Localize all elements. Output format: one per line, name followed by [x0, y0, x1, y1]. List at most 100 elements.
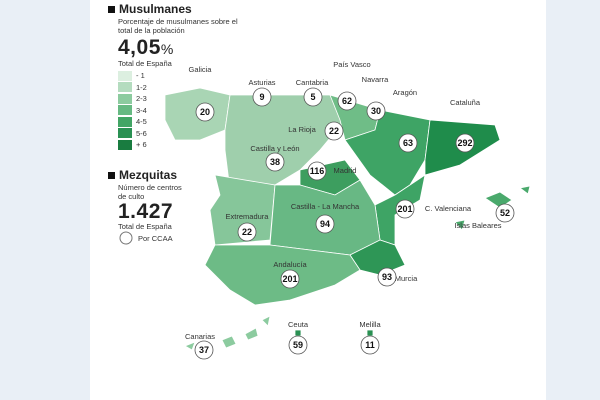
mosque-count: 20 [200, 107, 210, 117]
mosque-badge [377, 267, 397, 287]
region-name: Andalucía [273, 260, 307, 269]
muslims-total: 4,05% [118, 36, 174, 60]
region-name: Aragón [393, 88, 417, 97]
region-name: Castilla - La Mancha [291, 202, 360, 211]
mosque-badge [398, 133, 418, 153]
mosque-badge [395, 199, 415, 219]
legend-label: 3-4 [136, 105, 147, 115]
legend-item: + 6 [118, 139, 147, 151]
mosque-badge [252, 87, 272, 107]
muslims-total-label: Total de España [118, 59, 172, 68]
region-shape [244, 327, 259, 341]
legend-swatch [118, 128, 132, 139]
legend-item: - 1 [118, 70, 147, 82]
region-name: Ceuta [288, 320, 309, 329]
mosque-badge [455, 133, 475, 153]
legend-item: 2-3 [118, 93, 147, 105]
mosque-badge [360, 335, 380, 355]
legend-label: 2-3 [136, 94, 147, 104]
legend-item: 4-5 [118, 116, 147, 128]
legend-swatch [118, 93, 132, 104]
mosque-count: 22 [329, 126, 339, 136]
legend-label: 5-6 [136, 128, 147, 138]
region-shape [221, 335, 237, 349]
mosque-badge [265, 152, 285, 172]
mosque-count: 201 [282, 274, 297, 284]
mosque-badge [194, 340, 214, 360]
legend-swatch [118, 70, 132, 81]
region-name: Asturias [248, 78, 275, 87]
mosque-badge [280, 269, 300, 289]
region-name: Cataluña [450, 98, 481, 107]
region-shape [294, 329, 302, 337]
mosque-badge [315, 214, 335, 234]
mosque-count: 292 [457, 138, 472, 148]
region-shape [519, 185, 531, 195]
mosque-count: 11 [365, 340, 375, 350]
legend-label: 1-2 [136, 82, 147, 92]
legend-item: 3-4 [118, 105, 147, 117]
legend-item: 1-2 [118, 82, 147, 94]
mosque-badge [288, 335, 308, 355]
legend-label: + 6 [136, 140, 147, 150]
mosque-count: 9 [259, 92, 264, 102]
mosque-count: 52 [500, 208, 510, 218]
legend-swatch [118, 105, 132, 116]
total-value: 4,05 [118, 36, 161, 59]
region-name: Castilla y León [250, 144, 299, 153]
mosques-total: 1.427 [118, 200, 174, 223]
region-shape [454, 219, 466, 231]
region-name: Canarias [185, 332, 215, 341]
mosque-count: 59 [293, 340, 303, 350]
mosque-badge [307, 161, 327, 181]
region-name: Islas Baleares [454, 221, 501, 230]
total-unit: % [160, 41, 174, 57]
region-name: Murcia [395, 274, 418, 283]
mosques-title: Mezquitas [108, 168, 177, 182]
region-shape [261, 315, 271, 327]
region-name: Galicia [189, 65, 213, 74]
mosque-count: 62 [342, 96, 352, 106]
mosque-count: 37 [199, 345, 209, 355]
mosques-total-label: Total de España [118, 222, 172, 231]
mosque-count: 116 [310, 166, 325, 176]
legend-item: 5-6 [118, 128, 147, 140]
mosque-count: 94 [320, 219, 330, 229]
mosque-count: 201 [397, 204, 412, 214]
region-name: Madrid [334, 166, 357, 175]
mosque-badge [366, 101, 386, 121]
region-shape [366, 329, 374, 337]
legend-swatch [118, 82, 132, 93]
mosque-badge [303, 87, 323, 107]
regions-shapes [164, 87, 531, 351]
region-name: Melilla [359, 320, 381, 329]
region-name: Navarra [362, 75, 390, 84]
muslims-title: Musulmanes [108, 2, 192, 16]
mosque-count: 38 [270, 157, 280, 167]
mosque-badge [195, 102, 215, 122]
region-name: Cantabria [296, 78, 329, 87]
muslims-description: Porcentaje de musulmanes sobre el total … [118, 17, 238, 35]
region-name: Extremadura [226, 212, 270, 221]
region-name: La Rioja [288, 125, 316, 134]
region-name: País Vasco [333, 60, 370, 69]
mosque-badge [495, 203, 515, 223]
legend-swatch [118, 116, 132, 127]
mosque-count: 63 [403, 138, 413, 148]
mosque-count: 93 [382, 272, 392, 282]
mosque-count: 22 [242, 227, 252, 237]
mosques-legend-label: Por CCAA [138, 234, 173, 243]
legend: - 1 1-2 2-3 3-4 4-5 5-6 + 6 [118, 70, 147, 151]
mosque-count: 5 [310, 92, 315, 102]
region-name: C. Valenciana [425, 204, 472, 213]
mosque-badge [324, 121, 344, 141]
mosque-badge [237, 222, 257, 242]
legend-swatch [118, 139, 132, 150]
legend-label: 4-5 [136, 117, 147, 127]
mosque-legend-symbol [119, 231, 133, 245]
mosque-count: 30 [371, 106, 381, 116]
region-shape [184, 341, 196, 351]
mosques-description: Número de centros de culto [118, 183, 182, 201]
